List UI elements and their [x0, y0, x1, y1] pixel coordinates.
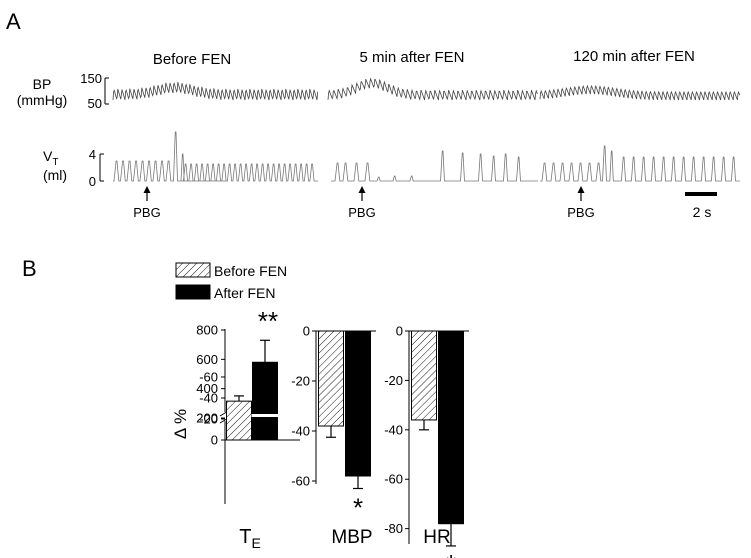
legend-label-after: After FEN — [214, 285, 275, 301]
vt-trace-5min — [331, 150, 538, 182]
hr-y-tick-label: -20 — [384, 373, 403, 388]
condition-title-120min: 120 min after FEN — [573, 48, 695, 65]
bp-axis-unit: (mmHg) — [17, 92, 68, 108]
vt-axis-label: VT — [43, 148, 58, 168]
category-label-mbp: MBP — [331, 527, 372, 548]
condition-title-before: Before FEN — [153, 51, 231, 68]
bp-trace-5min — [327, 77, 538, 101]
te-y-tick-label: -60 — [199, 370, 218, 385]
chart-te: 200 400 600 800 0 -20 -40 -60 ** — [196, 306, 300, 504]
mbp-bar-before — [318, 330, 344, 427]
category-label-te: TE — [239, 526, 261, 551]
te-bar-break-gap — [251, 414, 279, 417]
time-scale-bar-label: 2 s — [693, 204, 712, 220]
svg-text:PBG: PBG — [348, 205, 375, 220]
category-label-hr: HR — [423, 527, 450, 548]
vt-tick-low: 0 — [89, 174, 96, 189]
hr-bar-before — [411, 330, 437, 421]
svg-text:PBG: PBG — [133, 205, 160, 220]
y-axis-label: Δ % — [171, 409, 190, 439]
te-significance-marker: ** — [258, 306, 278, 336]
panel-b-label: B — [22, 256, 37, 281]
pbg-marker-before: PBG — [133, 186, 161, 220]
vt-tick-high: 4 — [89, 147, 96, 162]
svg-text:PBG: PBG — [567, 205, 594, 220]
bp-tick-low: 50 — [88, 96, 102, 111]
hr-y-tick-label: 0 — [396, 324, 403, 339]
chart-hr: 0 -20 -40 -60 -80 * — [384, 324, 469, 558]
up-arrow-icon — [358, 186, 366, 193]
te-bar-after — [252, 361, 278, 441]
te-y-tick-label: 200 — [196, 411, 218, 426]
te-y-tick-label: -20 — [199, 412, 218, 427]
pbg-marker-120min: PBG — [567, 186, 595, 220]
hr-bar-after — [438, 330, 464, 525]
hr-y-tick-label: -60 — [384, 472, 403, 487]
bp-tick-high: 150 — [80, 71, 102, 86]
up-arrow-icon — [143, 186, 151, 193]
pbg-marker-5min: PBG — [348, 186, 376, 220]
mbp-significance-marker: * — [353, 493, 363, 523]
te-y-tick-label: 600 — [196, 352, 218, 367]
legend-label-before: Before FEN — [214, 263, 287, 279]
legend-swatch-after — [175, 284, 211, 300]
vt-trace-before — [113, 131, 318, 182]
mbp-y-tick-label: -40 — [291, 424, 310, 439]
hr-significance-marker: * — [446, 549, 456, 558]
legend-swatch-before — [175, 262, 211, 278]
hr-y-tick-label: -80 — [384, 521, 403, 536]
vt-axis-unit: (ml) — [43, 167, 67, 183]
te-y-tick-label: -40 — [199, 391, 218, 406]
te-y-tick-label: 400 — [196, 381, 218, 396]
condition-title-5min: 5 min after FEN — [359, 49, 464, 66]
te-y-tick-label: 0 — [211, 433, 218, 448]
bp-trace-before — [112, 81, 318, 101]
mbp-y-tick-label: -20 — [291, 374, 310, 389]
bp-trace-120min — [539, 84, 741, 101]
mbp-y-tick-label: 0 — [303, 324, 310, 339]
bp-axis-label: BP — [33, 76, 52, 92]
legend: Before FEN After FEN — [175, 262, 287, 301]
mbp-y-tick-label: -60 — [291, 474, 310, 489]
te-bar-before — [226, 400, 252, 441]
te-y-tick-label: 800 — [196, 323, 218, 338]
hr-y-tick-label: -40 — [384, 422, 403, 437]
up-arrow-icon — [577, 186, 585, 193]
panel-a-label: A — [6, 9, 21, 34]
mbp-bar-after — [345, 330, 371, 477]
vt-trace-120min — [540, 145, 740, 182]
chart-mbp: 0 -20 -40 -60 * — [291, 324, 376, 523]
